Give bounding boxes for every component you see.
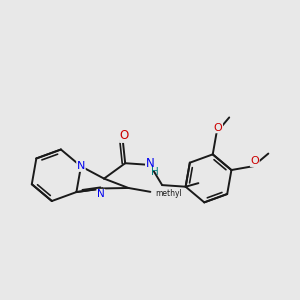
Text: O: O bbox=[120, 129, 129, 142]
Text: N: N bbox=[97, 189, 105, 200]
Text: O: O bbox=[250, 156, 259, 167]
Text: methyl: methyl bbox=[156, 189, 182, 198]
Text: N: N bbox=[146, 157, 154, 170]
Text: O: O bbox=[214, 123, 223, 133]
Text: H: H bbox=[152, 167, 159, 177]
Text: N: N bbox=[77, 161, 85, 171]
